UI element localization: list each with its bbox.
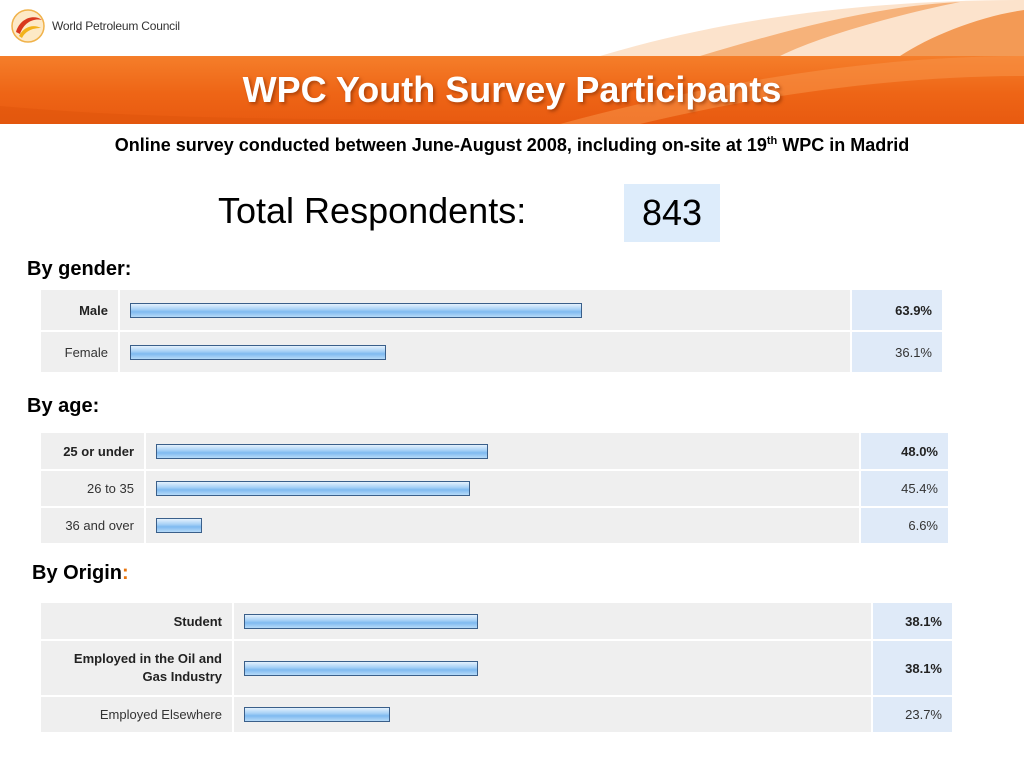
chart-row: Female 36.1%: [41, 330, 942, 372]
title-banner: WPC Youth Survey Participants: [0, 56, 1024, 124]
total-respondents-label: Total Respondents:: [218, 190, 527, 231]
header-top: World Petroleum Council: [0, 0, 1024, 56]
bar-cell: [145, 433, 860, 470]
bar-cell: [119, 330, 851, 372]
category-label: 26 to 35: [41, 469, 146, 507]
bar-cell: [119, 290, 851, 331]
category-label: 25 or under: [41, 433, 146, 470]
chart-row: Employed in the Oil and Gas Industry 38.…: [41, 639, 952, 696]
percent-label: 38.1%: [871, 603, 952, 640]
data-bar: [156, 481, 470, 496]
percent-label: 6.6%: [859, 506, 948, 543]
bar-cell: [233, 695, 872, 732]
header-swoosh-decoration: [600, 0, 1024, 56]
origin-label-colon: :: [122, 562, 129, 584]
chart-row: 36 and over 6.6%: [41, 506, 948, 543]
org-name: World Petroleum Council: [52, 19, 180, 33]
data-bar: [130, 344, 386, 360]
gender-section-label: By gender:: [27, 258, 132, 280]
percent-label: 36.1%: [850, 330, 942, 372]
bar-cell: [233, 639, 872, 696]
origin-section-label: By Origin:: [32, 562, 129, 585]
chart-row: Student 38.1%: [41, 603, 952, 640]
age-chart-table: 25 or under 48.0% 26 to 35 45.4% 36 and …: [41, 433, 948, 543]
bar-cell: [145, 506, 860, 543]
data-bar: [156, 518, 202, 533]
subtitle-text-after: WPC in Madrid: [777, 135, 910, 155]
subtitle-superscript: th: [766, 135, 778, 147]
subtitle-text-before: Online survey conducted between June-Aug…: [114, 135, 767, 155]
data-bar: [130, 302, 582, 318]
data-bar: [244, 613, 478, 629]
gender-chart-table: Male 63.9% Female 36.1%: [41, 290, 942, 372]
chart-row: 26 to 35 45.4%: [41, 469, 948, 507]
chart-row: 25 or under 48.0%: [41, 433, 948, 470]
data-bar: [244, 707, 390, 722]
percent-label: 48.0%: [859, 433, 948, 470]
origin-label-main: By Origin: [32, 562, 123, 584]
chart-row: Employed Elsewhere 23.7%: [41, 695, 952, 732]
survey-subtitle: Online survey conducted between June-Aug…: [0, 135, 1024, 156]
percent-label: 23.7%: [871, 695, 952, 732]
origin-chart-table: Student 38.1% Employed in the Oil and Ga…: [41, 603, 952, 732]
category-label: Female: [41, 330, 120, 372]
page-title: WPC Youth Survey Participants: [242, 69, 782, 110]
category-label: Employed in the Oil and Gas Industry: [41, 639, 234, 696]
total-respondents-value: 843: [624, 184, 720, 242]
wpc-flame-icon: [11, 9, 45, 43]
percent-label: 38.1%: [871, 639, 952, 696]
percent-label: 45.4%: [859, 469, 948, 507]
category-label: Male: [41, 290, 120, 331]
category-label: 36 and over: [41, 506, 146, 543]
wpc-logo: World Petroleum Council: [10, 8, 180, 44]
bar-cell: [233, 603, 872, 640]
data-bar: [156, 443, 488, 459]
banner-swoosh-decoration: [0, 56, 1024, 124]
percent-label: 63.9%: [850, 290, 942, 331]
data-bar: [244, 660, 478, 676]
bar-cell: [145, 469, 860, 507]
age-section-label: By age:: [27, 395, 100, 417]
chart-row: Male 63.9%: [41, 290, 942, 331]
category-label: Employed Elsewhere: [41, 695, 234, 732]
category-label: Student: [41, 603, 234, 640]
